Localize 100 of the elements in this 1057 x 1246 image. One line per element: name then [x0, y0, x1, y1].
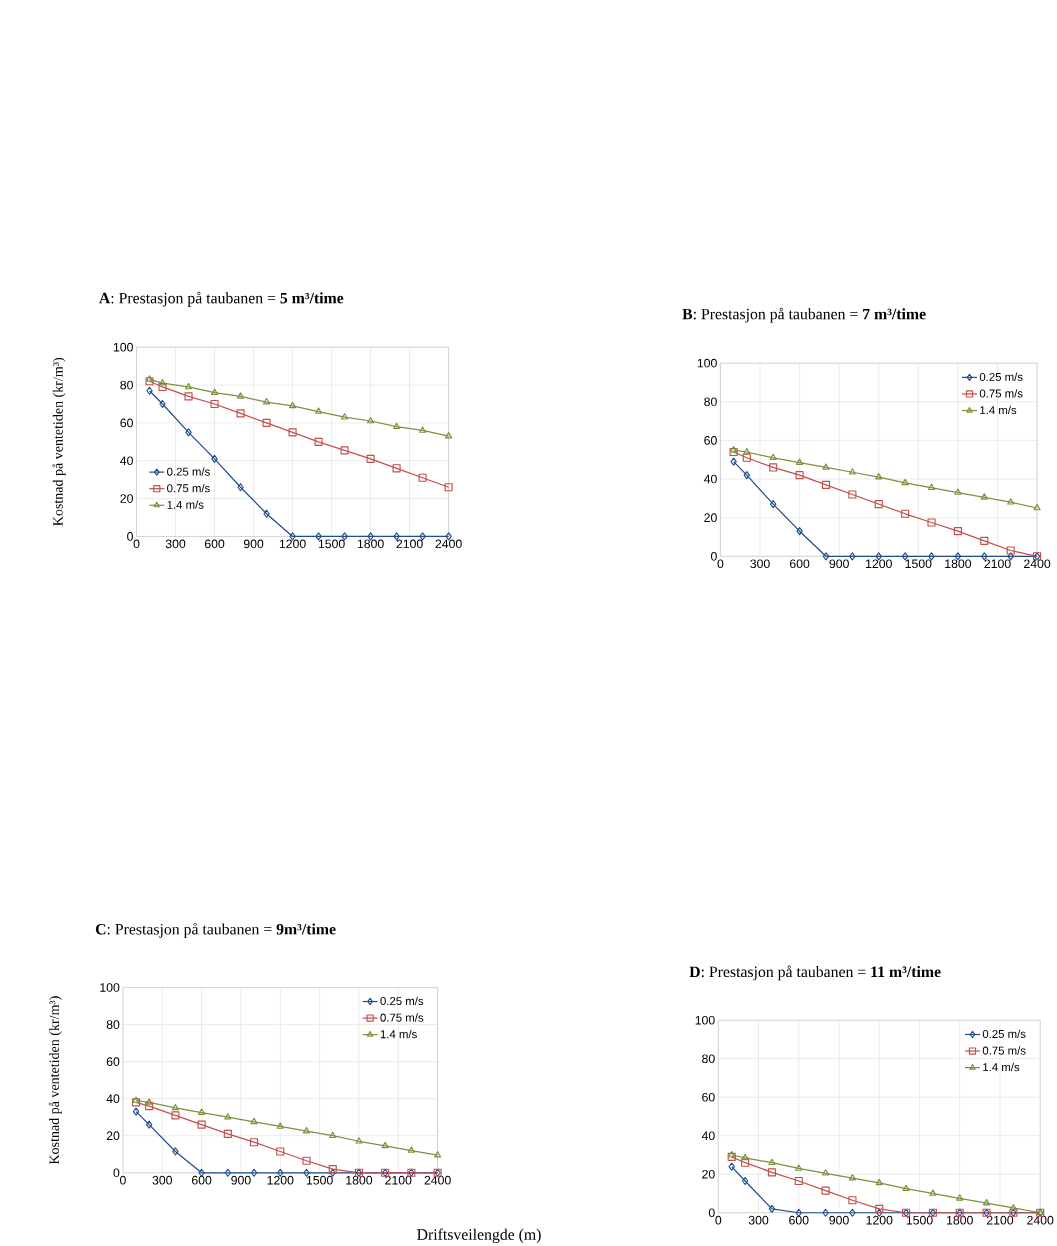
- point: [849, 1208, 856, 1217]
- point: [263, 509, 270, 518]
- point: [822, 1208, 829, 1217]
- point: [418, 473, 427, 482]
- point: [769, 453, 777, 461]
- legend-label: 0.75 m/s: [979, 389, 1023, 398]
- x-tick-label: 900: [244, 539, 264, 549]
- point: [1009, 1203, 1018, 1211]
- point: [145, 377, 154, 386]
- y-tick-label: 20: [702, 1169, 715, 1179]
- point: [262, 418, 271, 427]
- chart-title: C: Prestasjon på taubanen = 9m³/time: [96, 922, 336, 938]
- y-tick-label: 40: [106, 1094, 120, 1104]
- point: [237, 392, 245, 399]
- x-tick-label: 2400: [1024, 559, 1051, 569]
- legend-label: 0.75 m/s: [982, 1046, 1026, 1055]
- point: [875, 1204, 884, 1213]
- y-tick-label: 20: [120, 494, 134, 503]
- x-tick-label: 1200: [267, 1175, 294, 1185]
- point: [929, 1189, 937, 1196]
- x-tick-label: 1200: [279, 539, 306, 549]
- point: [822, 480, 831, 489]
- x-tick-label: 2400: [435, 539, 462, 549]
- y-tick-label: 40: [120, 456, 134, 466]
- x-tick-label: 1800: [945, 559, 972, 569]
- x-tick-label: 1500: [307, 1175, 333, 1185]
- point: [728, 1162, 736, 1171]
- x-tick-label: 600: [790, 559, 810, 569]
- point: [211, 454, 218, 463]
- x-tick-label: 900: [829, 1215, 849, 1225]
- point: [289, 401, 297, 409]
- x-tick-label: 900: [829, 559, 850, 569]
- y-tick-label: 20: [106, 1131, 120, 1141]
- point: [822, 463, 830, 470]
- legend-label: 0.25 m/s: [982, 1029, 1026, 1039]
- legend-label: 1.4 m/s: [380, 1029, 417, 1039]
- point: [198, 1108, 206, 1115]
- point: [224, 1113, 232, 1120]
- point: [355, 1137, 363, 1144]
- x-tick-label: 300: [750, 559, 770, 569]
- point: [315, 532, 322, 541]
- point: [795, 1164, 803, 1171]
- point: [729, 447, 738, 457]
- x-tick-label: 2400: [1027, 1215, 1054, 1225]
- point: [875, 1178, 883, 1186]
- point: [159, 399, 166, 409]
- point: [445, 432, 453, 439]
- x-tick-label: 1800: [357, 539, 384, 549]
- point: [146, 1120, 153, 1129]
- point: [768, 1158, 776, 1166]
- point: [367, 416, 375, 424]
- point: [795, 471, 804, 480]
- point: [288, 428, 297, 437]
- point: [1006, 546, 1015, 555]
- chart-title: D: Prestasjon på taubanen = 11 m³/time: [689, 965, 941, 981]
- legend-label: 1.4 m/s: [983, 1062, 1020, 1072]
- x-tick-label: 600: [205, 539, 225, 549]
- point: [742, 453, 751, 462]
- point: [224, 1168, 232, 1177]
- point: [796, 458, 804, 465]
- point: [741, 1153, 749, 1161]
- point: [185, 382, 193, 390]
- point: [172, 1147, 179, 1156]
- point: [848, 1174, 857, 1181]
- point: [874, 500, 883, 509]
- y-tick-label: 0: [708, 1208, 715, 1218]
- point: [822, 552, 830, 561]
- point: [980, 536, 989, 545]
- y-axis-title: Kostnad på ventetiden (kr/m³): [52, 358, 66, 526]
- y-tick-label: 60: [106, 1057, 120, 1066]
- point: [276, 1122, 284, 1129]
- point: [329, 1131, 337, 1139]
- point: [983, 1199, 991, 1206]
- point: [796, 527, 803, 536]
- point: [197, 1120, 206, 1129]
- point: [381, 1141, 389, 1149]
- point: [159, 379, 167, 386]
- point: [407, 1146, 416, 1153]
- point: [146, 386, 153, 395]
- y-tick-label: 100: [695, 1015, 715, 1025]
- point: [146, 375, 154, 382]
- y-tick-label: 0: [127, 532, 134, 541]
- point: [303, 1127, 311, 1134]
- point: [770, 500, 777, 509]
- x-tick-label: 0: [717, 559, 724, 569]
- y-tick-label: 60: [704, 436, 717, 445]
- point: [419, 426, 427, 433]
- point: [236, 409, 245, 418]
- x-tick-label: 600: [192, 1175, 212, 1185]
- point: [927, 518, 936, 527]
- point: [848, 490, 857, 499]
- point: [741, 1158, 750, 1167]
- chart-title: B: Prestasjon på taubanen = 7 m³/time: [682, 307, 926, 323]
- x-tick-label: 1500: [906, 1215, 933, 1225]
- point: [848, 1196, 857, 1205]
- y-tick-label: 80: [702, 1054, 715, 1064]
- point: [314, 437, 323, 446]
- x-axis-title: Driftsveilengde (m): [417, 1228, 541, 1244]
- x-tick-label: 1800: [947, 1215, 974, 1225]
- x-tick-label: 300: [165, 539, 186, 549]
